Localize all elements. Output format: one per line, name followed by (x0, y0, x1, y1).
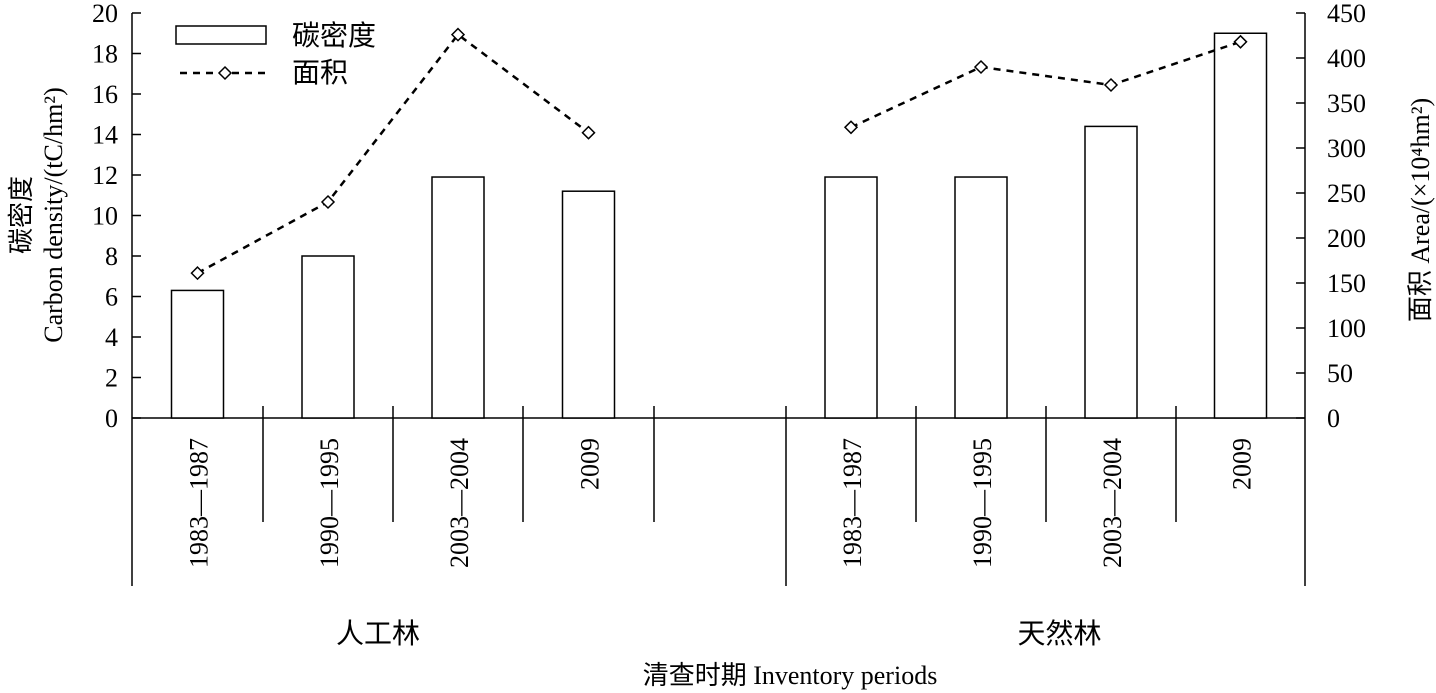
legend-bar-label: 碳密度 (292, 20, 376, 52)
right-tick-label: 150 (1327, 269, 1366, 298)
right-tick-label: 0 (1327, 404, 1340, 433)
right-tick-label: 300 (1327, 134, 1366, 163)
carbon-density-bar (170, 289, 225, 419)
left-tick-label: 18 (92, 40, 118, 69)
right-axis-title: 面积 Area/(×10⁴hm²) (1406, 98, 1435, 322)
group-label: 人工林 (336, 618, 420, 650)
legend: 碳密度 面积 (175, 20, 376, 89)
legend-bar-swatch (175, 25, 267, 45)
left-tick-label: 14 (92, 121, 118, 150)
left-tick-label: 10 (92, 202, 118, 231)
area-point (1233, 34, 1248, 49)
area-point (320, 194, 336, 210)
right-tick-label: 350 (1327, 89, 1366, 118)
carbon-density-bar (561, 190, 616, 419)
bar-series (170, 32, 1268, 419)
area-line (850, 40, 1241, 129)
axes: 0246810121416182005010015020025030035040… (92, 0, 1366, 586)
x-tick-label: 1983—1987 (185, 438, 214, 568)
left-axis-title-en: Carbon density/(tC/hm²) (39, 87, 68, 343)
left-axis-title: 碳密度 (7, 176, 36, 254)
legend-diamond-marker (217, 65, 233, 81)
labels: 1983—1987 1990—1995 2003—2004 2009 人工林 1983—1… (185, 438, 1257, 650)
area-line (196, 32, 590, 275)
carbon-density-bar (954, 176, 1008, 419)
carbon-density-bar (1213, 32, 1268, 419)
area-point (973, 59, 989, 75)
x-tick-label: 1983—1987 (838, 438, 867, 568)
left-tick-label: 6 (105, 283, 118, 312)
left-tick-label: 12 (92, 161, 118, 190)
left-tick-label: 2 (105, 364, 118, 393)
left-tick-label: 16 (92, 80, 118, 109)
right-tick-label: 100 (1327, 314, 1366, 343)
group-label: 天然林 (1017, 618, 1101, 650)
x-tick-label: 2009 (576, 438, 605, 490)
left-tick-label: 20 (92, 0, 118, 28)
x-tick-label: 2003—2004 (445, 438, 474, 568)
left-tick-label: 8 (105, 242, 118, 271)
x-axis-title: 清查时期 Inventory periods (643, 661, 938, 690)
line-series (190, 27, 1248, 281)
left-tick-label: 0 (105, 404, 118, 433)
right-tick-label: 450 (1327, 0, 1366, 28)
x-tick-label: 2003—2004 (1098, 438, 1127, 568)
area-point (843, 120, 859, 135)
carbon-density-bar (824, 176, 878, 419)
left-tick-label: 4 (105, 323, 118, 352)
area-point (581, 125, 596, 140)
carbon-density-bar (301, 255, 355, 419)
x-tick-label: 1990—1995 (968, 438, 997, 568)
right-tick-label: 250 (1327, 179, 1366, 208)
area-point (1103, 77, 1119, 93)
right-tick-label: 400 (1327, 44, 1366, 73)
right-tick-label: 50 (1327, 359, 1353, 388)
carbon-density-bar (431, 176, 485, 419)
x-tick-label: 1990—1995 (315, 438, 344, 568)
x-tick-label: 2009 (1228, 438, 1257, 490)
area-point (450, 27, 466, 42)
legend-line-label: 面积 (292, 58, 348, 89)
area-point (190, 266, 205, 281)
carbon-density-bar (1084, 125, 1138, 419)
right-tick-label: 200 (1327, 224, 1366, 253)
